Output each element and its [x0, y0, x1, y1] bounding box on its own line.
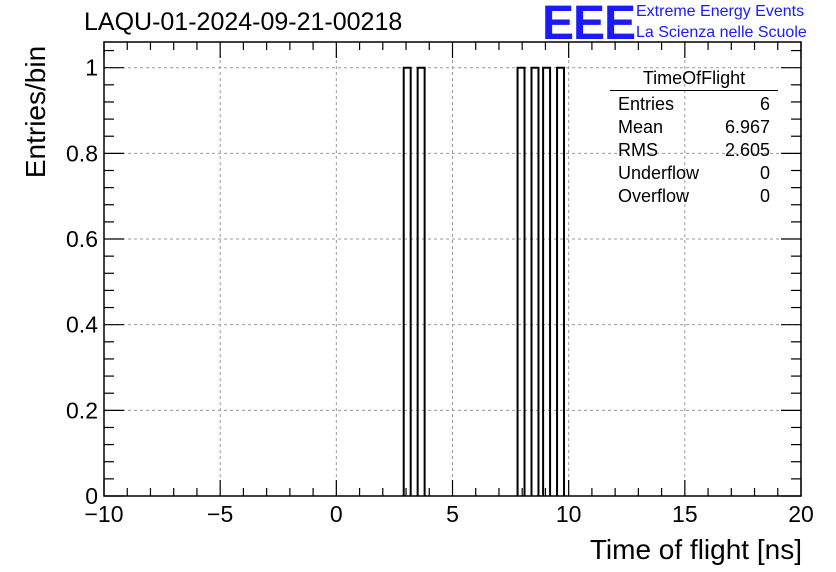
- stats-row-entries: Entries 6: [610, 93, 778, 116]
- stats-value: 0: [759, 186, 770, 206]
- eee-logo: EEE: [542, 0, 636, 50]
- stats-box: TimeOfFlight Entries 6 Mean 6.967 RMS 2.…: [610, 68, 778, 208]
- histogram-bin: [556, 66, 566, 496]
- x-axis-label: Time of flight [ns]: [589, 534, 802, 565]
- histogram-bin: [530, 66, 540, 496]
- stats-label: Entries: [618, 94, 675, 114]
- x-tick-label: 15: [672, 501, 698, 527]
- stats-row-mean: Mean 6.967: [610, 116, 778, 139]
- y-tick-label: 0.4: [66, 312, 98, 338]
- logo-line-1: Extreme Energy Events: [636, 3, 805, 20]
- histogram-bin: [416, 66, 426, 496]
- stats-label: Underflow: [618, 163, 700, 183]
- y-tick-label: 0.6: [66, 226, 98, 252]
- y-tick-label: 0.2: [66, 397, 98, 423]
- chart-title: LAQU-01-2024-09-21-00218: [84, 8, 403, 36]
- y-axis-label: Entries/bin: [20, 45, 51, 179]
- logo-line-2: La Scienza nelle Scuole: [636, 24, 807, 41]
- x-tick-label: 20: [788, 501, 814, 527]
- histogram-bin: [516, 66, 526, 496]
- stats-value: 6.967: [724, 117, 770, 137]
- x-tick-label: 10: [556, 501, 582, 527]
- x-tick-label: −5: [207, 501, 233, 527]
- stats-title: TimeOfFlight: [610, 68, 778, 91]
- stats-label: Overflow: [618, 186, 690, 206]
- x-tick-label: 0: [330, 501, 343, 527]
- y-tick-label: 1: [85, 55, 98, 81]
- stats-row-underflow: Underflow 0: [610, 162, 778, 185]
- stats-label: Mean: [618, 117, 664, 137]
- y-tick-label: 0: [85, 483, 98, 509]
- stats-row-rms: RMS 2.605: [610, 139, 778, 162]
- stats-label: RMS: [618, 140, 658, 160]
- histogram-bin: [542, 66, 552, 496]
- stats-row-overflow: Overflow 0: [610, 185, 778, 208]
- histogram-bin: [402, 66, 412, 496]
- x-tick-label: −10: [84, 501, 123, 527]
- y-tick-label: 0.8: [66, 140, 98, 166]
- x-tick-label: 5: [446, 501, 459, 527]
- stats-value: 6: [759, 94, 770, 114]
- stats-value: 2.605: [724, 140, 770, 160]
- stats-value: 0: [759, 163, 770, 183]
